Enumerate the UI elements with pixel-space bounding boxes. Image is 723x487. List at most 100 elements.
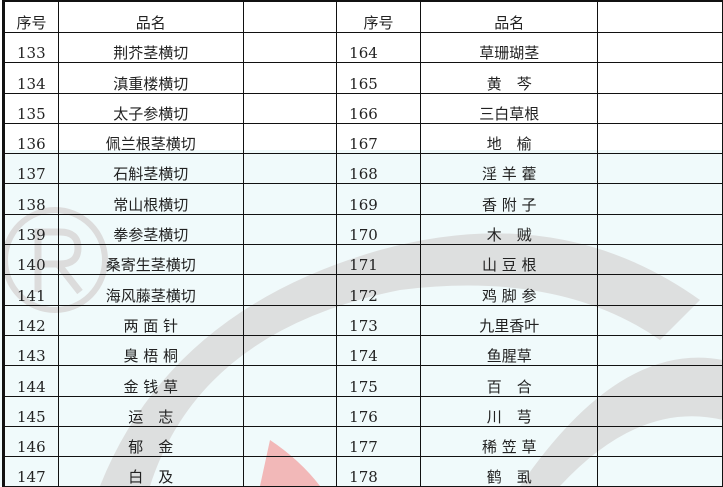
herb-name: 百 合 <box>419 365 599 397</box>
table-row: 145 运 志 176 川 芎 <box>3 395 723 427</box>
row-number: 147 <box>3 456 59 487</box>
header-name-right: 品名 <box>419 0 599 33</box>
herb-name: 佩兰根茎横切 <box>57 122 244 155</box>
herb-name: 太子参横切 <box>57 92 244 124</box>
row-number: 172 <box>336 274 421 306</box>
herb-name: 海风藤茎横切 <box>57 274 244 306</box>
table-row: 147 白 及 178 鹤 虱 <box>3 456 723 487</box>
herb-name: 石斛茎横切 <box>57 153 244 185</box>
row-number: 135 <box>3 92 59 124</box>
herb-name: 草珊瑚茎 <box>419 31 599 64</box>
herb-name: 桑寄生茎横切 <box>57 244 244 276</box>
blank-cell <box>242 92 338 124</box>
table-row: 133 荆芥茎横切 164 草珊瑚茎 <box>3 31 723 64</box>
blank-cell <box>242 365 338 397</box>
blank-cell <box>242 334 338 367</box>
blank-cell <box>597 122 723 155</box>
header-blank <box>242 0 338 33</box>
herb-name: 川 芎 <box>419 395 599 427</box>
blank-cell <box>597 304 723 336</box>
herb-name: 两 面 针 <box>57 304 244 336</box>
herb-name: 木 贼 <box>419 213 599 246</box>
table-row: 144 金 钱 草 175 百 合 <box>3 365 723 397</box>
table-row: 146 郁 金 177 稀 笠 草 <box>3 425 723 458</box>
row-number: 178 <box>336 456 421 487</box>
blank-cell <box>597 274 723 306</box>
row-number: 142 <box>3 304 59 336</box>
row-number: 144 <box>3 365 59 397</box>
blank-cell <box>597 62 723 94</box>
row-number: 166 <box>336 92 421 124</box>
blank-cell <box>242 213 338 246</box>
blank-cell <box>597 153 723 185</box>
row-number: 145 <box>3 395 59 427</box>
row-number: 168 <box>336 153 421 185</box>
table-row: 134 滇重楼横切 165 黄 芩 <box>3 62 723 94</box>
table-row: 142 两 面 针 173 九里香叶 <box>3 304 723 336</box>
herb-name: 郁 金 <box>57 425 244 458</box>
herb-name: 运 志 <box>57 395 244 427</box>
herb-name: 三白草根 <box>419 92 599 124</box>
table-row: 138 常山根横切 169 香 附 子 <box>3 183 723 215</box>
herb-name: 白 及 <box>57 456 244 487</box>
table-row: 136 佩兰根茎横切 167 地 榆 <box>3 122 723 155</box>
herb-name: 荆芥茎横切 <box>57 31 244 64</box>
row-number: 134 <box>3 62 59 94</box>
row-number: 171 <box>336 244 421 276</box>
row-number: 176 <box>336 395 421 427</box>
blank-cell <box>242 395 338 427</box>
blank-cell <box>597 183 723 215</box>
row-number: 137 <box>3 153 59 185</box>
blank-cell <box>242 274 338 306</box>
row-number: 133 <box>3 31 59 64</box>
row-number: 177 <box>336 425 421 458</box>
row-number: 136 <box>3 122 59 155</box>
table-row: 139 拳参茎横切 170 木 贼 <box>3 213 723 246</box>
row-number: 167 <box>336 122 421 155</box>
blank-cell <box>597 213 723 246</box>
herb-name: 黄 芩 <box>419 62 599 94</box>
header-blank-right <box>597 0 723 33</box>
blank-cell <box>242 244 338 276</box>
blank-cell <box>597 395 723 427</box>
blank-cell <box>597 334 723 367</box>
herb-name: 常山根横切 <box>57 183 244 215</box>
row-number: 141 <box>3 274 59 306</box>
header-no-right: 序号 <box>336 0 421 33</box>
table-row: 135 太子参横切 166 三白草根 <box>3 92 723 124</box>
row-number: 143 <box>3 334 59 367</box>
herb-name: 金 钱 草 <box>57 365 244 397</box>
blank-cell <box>597 31 723 64</box>
herb-name: 鱼腥草 <box>419 334 599 367</box>
header-no: 序号 <box>3 0 59 33</box>
herb-name: 山 豆 根 <box>419 244 599 276</box>
row-number: 165 <box>336 62 421 94</box>
row-number: 164 <box>336 31 421 64</box>
blank-cell <box>242 31 338 64</box>
herb-name: 拳参茎横切 <box>57 213 244 246</box>
row-number: 174 <box>336 334 421 367</box>
herb-name: 淫 羊 藿 <box>419 153 599 185</box>
blank-cell <box>242 183 338 215</box>
table-row: 137 石斛茎横切 168 淫 羊 藿 <box>3 153 723 185</box>
herb-name: 地 榆 <box>419 122 599 155</box>
header-name: 品名 <box>57 0 244 33</box>
herb-name: 鹤 虱 <box>419 456 599 487</box>
blank-cell <box>597 92 723 124</box>
row-number: 170 <box>336 213 421 246</box>
row-number: 175 <box>336 365 421 397</box>
blank-cell <box>242 122 338 155</box>
header-row: 序号 品名 序号 品名 <box>3 0 723 33</box>
herb-name: 稀 笠 草 <box>419 425 599 458</box>
herb-name: 滇重楼横切 <box>57 62 244 94</box>
row-number: 146 <box>3 425 59 458</box>
table-row: 141 海风藤茎横切 172 鸡 脚 参 <box>3 274 723 306</box>
row-number: 138 <box>3 183 59 215</box>
row-number: 173 <box>336 304 421 336</box>
blank-cell <box>242 153 338 185</box>
blank-cell <box>597 425 723 458</box>
blank-cell <box>242 304 338 336</box>
blank-cell <box>597 456 723 487</box>
row-number: 140 <box>3 244 59 276</box>
